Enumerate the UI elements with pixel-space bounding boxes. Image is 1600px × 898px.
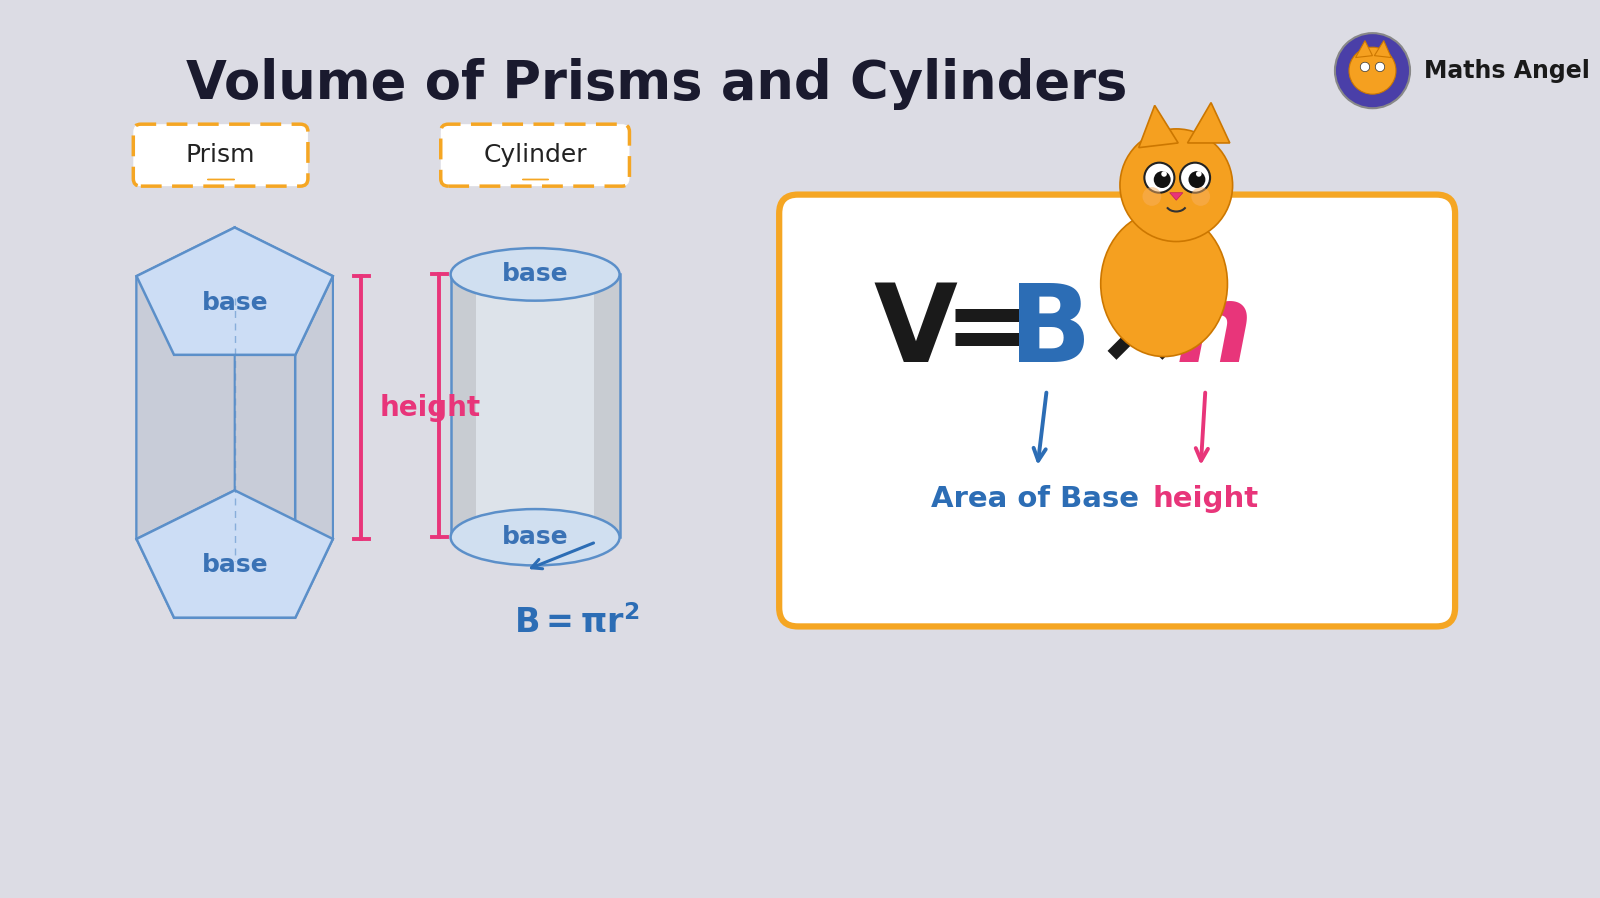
FancyBboxPatch shape bbox=[133, 124, 307, 186]
Text: height: height bbox=[379, 393, 482, 421]
Circle shape bbox=[1189, 172, 1205, 188]
Ellipse shape bbox=[451, 509, 619, 566]
Polygon shape bbox=[1170, 193, 1182, 200]
Text: base: base bbox=[202, 553, 269, 577]
Circle shape bbox=[1120, 129, 1232, 242]
Polygon shape bbox=[1374, 40, 1392, 57]
Text: Volume of Prisms and Cylinders: Volume of Prisms and Cylinders bbox=[187, 58, 1128, 110]
Ellipse shape bbox=[1101, 211, 1227, 357]
Polygon shape bbox=[1355, 40, 1373, 57]
Text: base: base bbox=[202, 291, 269, 314]
Polygon shape bbox=[235, 227, 333, 539]
Text: height: height bbox=[1152, 485, 1259, 513]
Text: Cylinder: Cylinder bbox=[483, 143, 587, 167]
Text: h: h bbox=[1176, 278, 1253, 384]
Circle shape bbox=[1349, 48, 1395, 94]
Text: $\mathbf{B = \pi r^2}$: $\mathbf{B = \pi r^2}$ bbox=[515, 605, 640, 639]
Text: base: base bbox=[502, 525, 568, 550]
Circle shape bbox=[1154, 172, 1171, 188]
Polygon shape bbox=[136, 227, 235, 539]
Circle shape bbox=[1192, 187, 1210, 206]
Text: B: B bbox=[1010, 278, 1091, 384]
Polygon shape bbox=[475, 275, 594, 537]
Text: base: base bbox=[502, 262, 568, 286]
Text: V: V bbox=[874, 278, 957, 384]
Polygon shape bbox=[1139, 105, 1178, 147]
Circle shape bbox=[1142, 187, 1162, 206]
Polygon shape bbox=[136, 276, 174, 618]
Polygon shape bbox=[296, 276, 333, 618]
Polygon shape bbox=[451, 275, 619, 537]
Text: ×: × bbox=[1094, 278, 1184, 384]
FancyBboxPatch shape bbox=[440, 124, 629, 186]
Circle shape bbox=[1334, 33, 1410, 109]
Text: Prism: Prism bbox=[186, 143, 256, 167]
Polygon shape bbox=[136, 227, 333, 355]
Circle shape bbox=[1162, 172, 1166, 177]
Polygon shape bbox=[174, 355, 296, 618]
Text: Maths Angel: Maths Angel bbox=[1424, 58, 1590, 83]
Circle shape bbox=[1360, 62, 1370, 72]
FancyBboxPatch shape bbox=[779, 195, 1454, 627]
Polygon shape bbox=[1187, 102, 1230, 143]
Circle shape bbox=[1376, 62, 1384, 72]
Circle shape bbox=[1144, 163, 1174, 193]
Circle shape bbox=[1195, 172, 1202, 177]
Text: Area of Base: Area of Base bbox=[931, 485, 1139, 513]
Circle shape bbox=[1181, 163, 1210, 193]
Ellipse shape bbox=[451, 248, 619, 301]
Text: =: = bbox=[944, 278, 1034, 384]
Polygon shape bbox=[136, 490, 333, 618]
